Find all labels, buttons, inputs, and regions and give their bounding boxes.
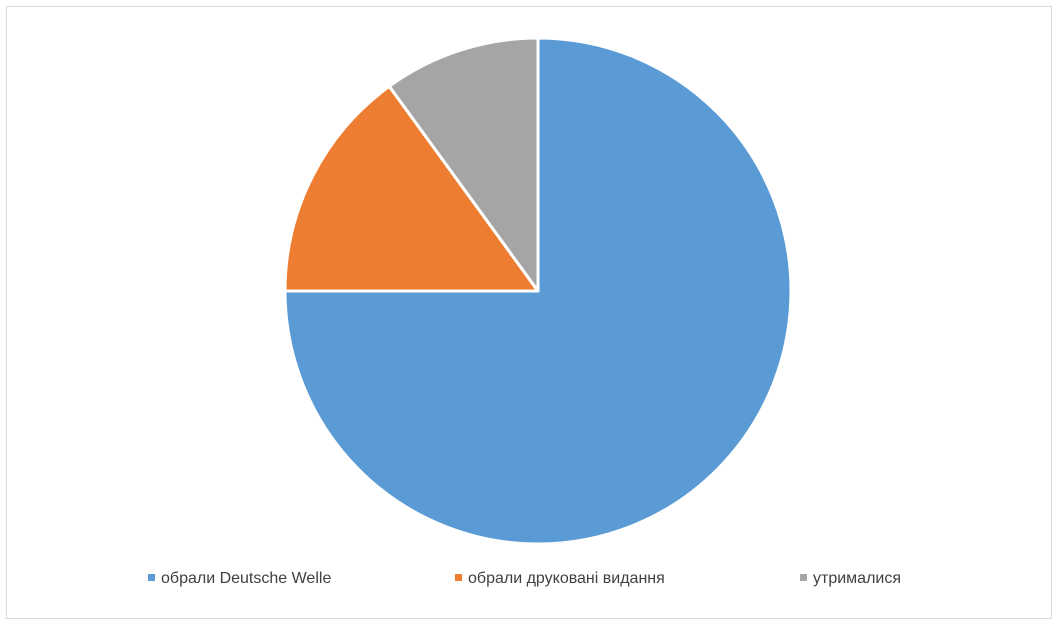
legend-item-abstained: утрималися [800,567,901,591]
legend-label-deutsche-welle: обрали Deutsche Welle [161,570,332,587]
legend-label-print-media: обрали друковані видання [468,570,665,587]
legend-swatch-deutsche-welle [148,574,155,582]
legend: обрали Deutsche Welle обрали друковані в… [0,567,1054,591]
pie-slice-abstained [387,36,540,293]
legend-item-print-media: обрали друковані видання [455,567,665,591]
legend-swatch-abstained [800,574,807,582]
legend-item-deutsche-welle: обрали Deutsche Welle [148,567,331,591]
legend-swatch-print-media [455,574,462,582]
legend-label-abstained: утрималися [813,570,901,587]
pie-slice-print-media [283,84,540,293]
